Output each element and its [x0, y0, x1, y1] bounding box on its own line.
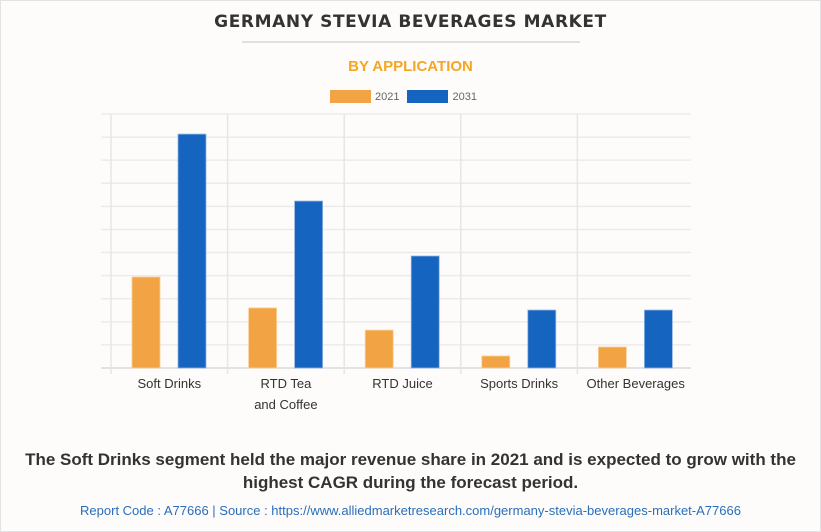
chart-title: GERMANY STEVIA BEVERAGES MARKET: [214, 12, 607, 32]
bar-2031-rtd-juice[interactable]: [410, 255, 440, 369]
x-tick-label-line: RTD Tea: [260, 376, 312, 391]
x-tick-label-line: RTD Juice: [372, 376, 432, 391]
bar-2031-sports-drinks[interactable]: [527, 309, 557, 369]
source-link[interactable]: Report Code : A77666 | Source : https://…: [80, 503, 741, 518]
bar-2021-soft-drinks[interactable]: [131, 276, 161, 369]
x-tick-label-line: Other Beverages: [587, 376, 686, 391]
x-tick-label: Other Beverages: [587, 376, 686, 391]
x-tick-label-line: Soft Drinks: [138, 376, 202, 391]
x-tick-label-line: Sports Drinks: [480, 376, 559, 391]
legend-item-2031[interactable]: 2031: [407, 90, 477, 103]
bar-2031-rtd-tea-and-coffee[interactable]: [294, 200, 324, 369]
bar-2021-other-beverages[interactable]: [598, 346, 627, 369]
legend-label-2021: 2021: [375, 90, 400, 103]
legend: 2021 2031: [330, 90, 485, 103]
x-tick-label: RTD Tea and Coffee: [254, 376, 317, 412]
legend-item-2021[interactable]: 2021: [330, 90, 399, 103]
chart-caption: The Soft Drinks segment held the major r…: [25, 450, 796, 492]
chart-subtitle: BY APPLICATION: [348, 58, 473, 75]
x-axis-labels: Soft Drinks RTD Tea and Coffee RTD Juice Spo…: [138, 376, 686, 412]
legend-label-2031: 2031: [452, 90, 477, 103]
legend-swatch-2021: [330, 90, 371, 103]
bar-2031-other-beverages[interactable]: [644, 309, 673, 369]
x-tick-label: Soft Drinks: [138, 376, 202, 391]
bar-2031-soft-drinks[interactable]: [177, 133, 207, 369]
bar-2021-rtd-tea-and-coffee[interactable]: [248, 307, 278, 369]
x-tick-label: Sports Drinks: [480, 376, 559, 391]
x-tick-label-line: and Coffee: [254, 397, 317, 412]
bar-2021-sports-drinks[interactable]: [481, 355, 511, 369]
bars: [131, 133, 673, 369]
bar-2021-rtd-juice[interactable]: [364, 329, 394, 369]
x-tick-label: RTD Juice: [372, 376, 432, 391]
title-divider: [242, 41, 580, 43]
legend-swatch-2031: [407, 90, 449, 103]
